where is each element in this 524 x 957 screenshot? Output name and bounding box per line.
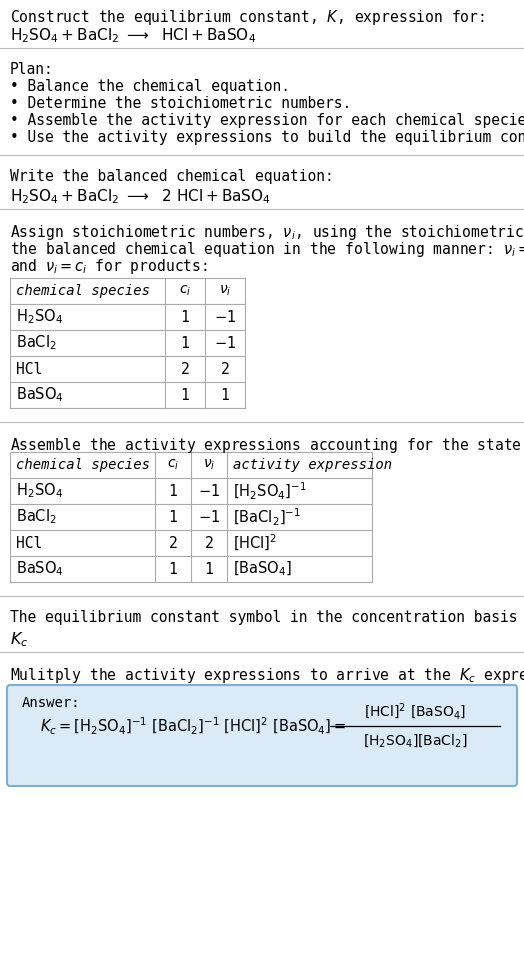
Text: Answer:: Answer: — [22, 696, 81, 710]
Text: and $\nu_i = c_i$ for products:: and $\nu_i = c_i$ for products: — [10, 257, 208, 276]
Text: 1: 1 — [205, 562, 213, 576]
Text: activity expression: activity expression — [233, 458, 392, 472]
Text: $K_c = [\mathrm{H_2SO_4}]^{-1}\ [\mathrm{BaCl_2}]^{-1}\ [\mathrm{HCl}]^2\ [\math: $K_c = [\mathrm{H_2SO_4}]^{-1}\ [\mathrm… — [40, 716, 346, 737]
FancyBboxPatch shape — [7, 685, 517, 786]
Text: Mulitply the activity expressions to arrive at the $K_c$ expression:: Mulitply the activity expressions to arr… — [10, 666, 524, 685]
Text: Write the balanced chemical equation:: Write the balanced chemical equation: — [10, 169, 334, 184]
Text: $-1$: $-1$ — [214, 309, 236, 325]
Text: 1: 1 — [181, 336, 189, 350]
Text: $\mathrm{H_2SO_4 + BaCl_2 \ \longrightarrow \ \ HCl + BaSO_4}$: $\mathrm{H_2SO_4 + BaCl_2 \ \longrightar… — [10, 26, 256, 45]
Text: $\nu_i$: $\nu_i$ — [219, 284, 231, 299]
Text: 2: 2 — [181, 362, 189, 376]
Text: $c_i$: $c_i$ — [179, 284, 191, 299]
Text: 1: 1 — [181, 388, 189, 403]
Text: $K_c$: $K_c$ — [10, 630, 28, 649]
Text: 1: 1 — [169, 562, 178, 576]
Text: $\nu_i$: $\nu_i$ — [203, 457, 215, 472]
Text: $-1$: $-1$ — [214, 335, 236, 351]
Text: Assemble the activity expressions accounting for the state of matter and $\nu_i$: Assemble the activity expressions accoun… — [10, 436, 524, 455]
Text: 1: 1 — [221, 388, 230, 403]
Text: $\mathrm{BaSO_4}$: $\mathrm{BaSO_4}$ — [16, 560, 64, 578]
Text: chemical species: chemical species — [16, 284, 150, 298]
Text: $\mathrm{BaSO_4}$: $\mathrm{BaSO_4}$ — [16, 386, 64, 405]
Text: Plan:: Plan: — [10, 62, 54, 77]
Text: 2: 2 — [169, 536, 178, 550]
Text: 2: 2 — [205, 536, 213, 550]
Text: $[\mathrm{HCl}]^2$: $[\mathrm{HCl}]^2$ — [233, 533, 277, 553]
Text: $[\mathrm{H_2SO_4}][\mathrm{BaCl_2}]$: $[\mathrm{H_2SO_4}][\mathrm{BaCl_2}]$ — [363, 733, 467, 749]
Text: • Balance the chemical equation.: • Balance the chemical equation. — [10, 79, 290, 94]
Text: HCl: HCl — [16, 362, 42, 376]
Text: $[\mathrm{HCl}]^2\ [\mathrm{BaSO_4}]$: $[\mathrm{HCl}]^2\ [\mathrm{BaSO_4}]$ — [364, 701, 466, 723]
Text: • Determine the stoichiometric numbers.: • Determine the stoichiometric numbers. — [10, 96, 351, 111]
Text: $\mathrm{BaCl_2}$: $\mathrm{BaCl_2}$ — [16, 507, 57, 526]
Text: • Assemble the activity expression for each chemical species.: • Assemble the activity expression for e… — [10, 113, 524, 128]
Text: $\mathrm{H_2SO_4}$: $\mathrm{H_2SO_4}$ — [16, 481, 63, 501]
Text: The equilibrium constant symbol in the concentration basis is:: The equilibrium constant symbol in the c… — [10, 610, 524, 625]
Text: chemical species: chemical species — [16, 458, 150, 472]
Text: Construct the equilibrium constant, $K$, expression for:: Construct the equilibrium constant, $K$,… — [10, 8, 485, 27]
Text: $[\mathrm{BaCl_2}]^{-1}$: $[\mathrm{BaCl_2}]^{-1}$ — [233, 506, 301, 527]
Text: $-1$: $-1$ — [198, 509, 220, 525]
Text: 2: 2 — [221, 362, 230, 376]
Text: the balanced chemical equation in the following manner: $\nu_i = -c_i$ for react: the balanced chemical equation in the fo… — [10, 240, 524, 259]
Text: • Use the activity expressions to build the equilibrium constant expression.: • Use the activity expressions to build … — [10, 130, 524, 145]
Text: $\mathrm{BaCl_2}$: $\mathrm{BaCl_2}$ — [16, 334, 57, 352]
Text: $\mathrm{H_2SO_4 + BaCl_2 \ \longrightarrow \ \ 2\ HCl + BaSO_4}$: $\mathrm{H_2SO_4 + BaCl_2 \ \longrightar… — [10, 187, 271, 206]
Text: Assign stoichiometric numbers, $\nu_i$, using the stoichiometric coefficients, $: Assign stoichiometric numbers, $\nu_i$, … — [10, 223, 524, 242]
Text: $[\mathrm{H_2SO_4}]^{-1}$: $[\mathrm{H_2SO_4}]^{-1}$ — [233, 480, 307, 501]
Text: $\mathrm{H_2SO_4}$: $\mathrm{H_2SO_4}$ — [16, 307, 63, 326]
Text: 1: 1 — [169, 509, 178, 524]
Text: $c_i$: $c_i$ — [167, 457, 179, 472]
Text: 1: 1 — [169, 483, 178, 499]
Text: $[\mathrm{BaSO_4}]$: $[\mathrm{BaSO_4}]$ — [233, 560, 292, 578]
Text: $-1$: $-1$ — [198, 483, 220, 499]
Text: HCl: HCl — [16, 536, 42, 550]
Text: 1: 1 — [181, 309, 189, 324]
